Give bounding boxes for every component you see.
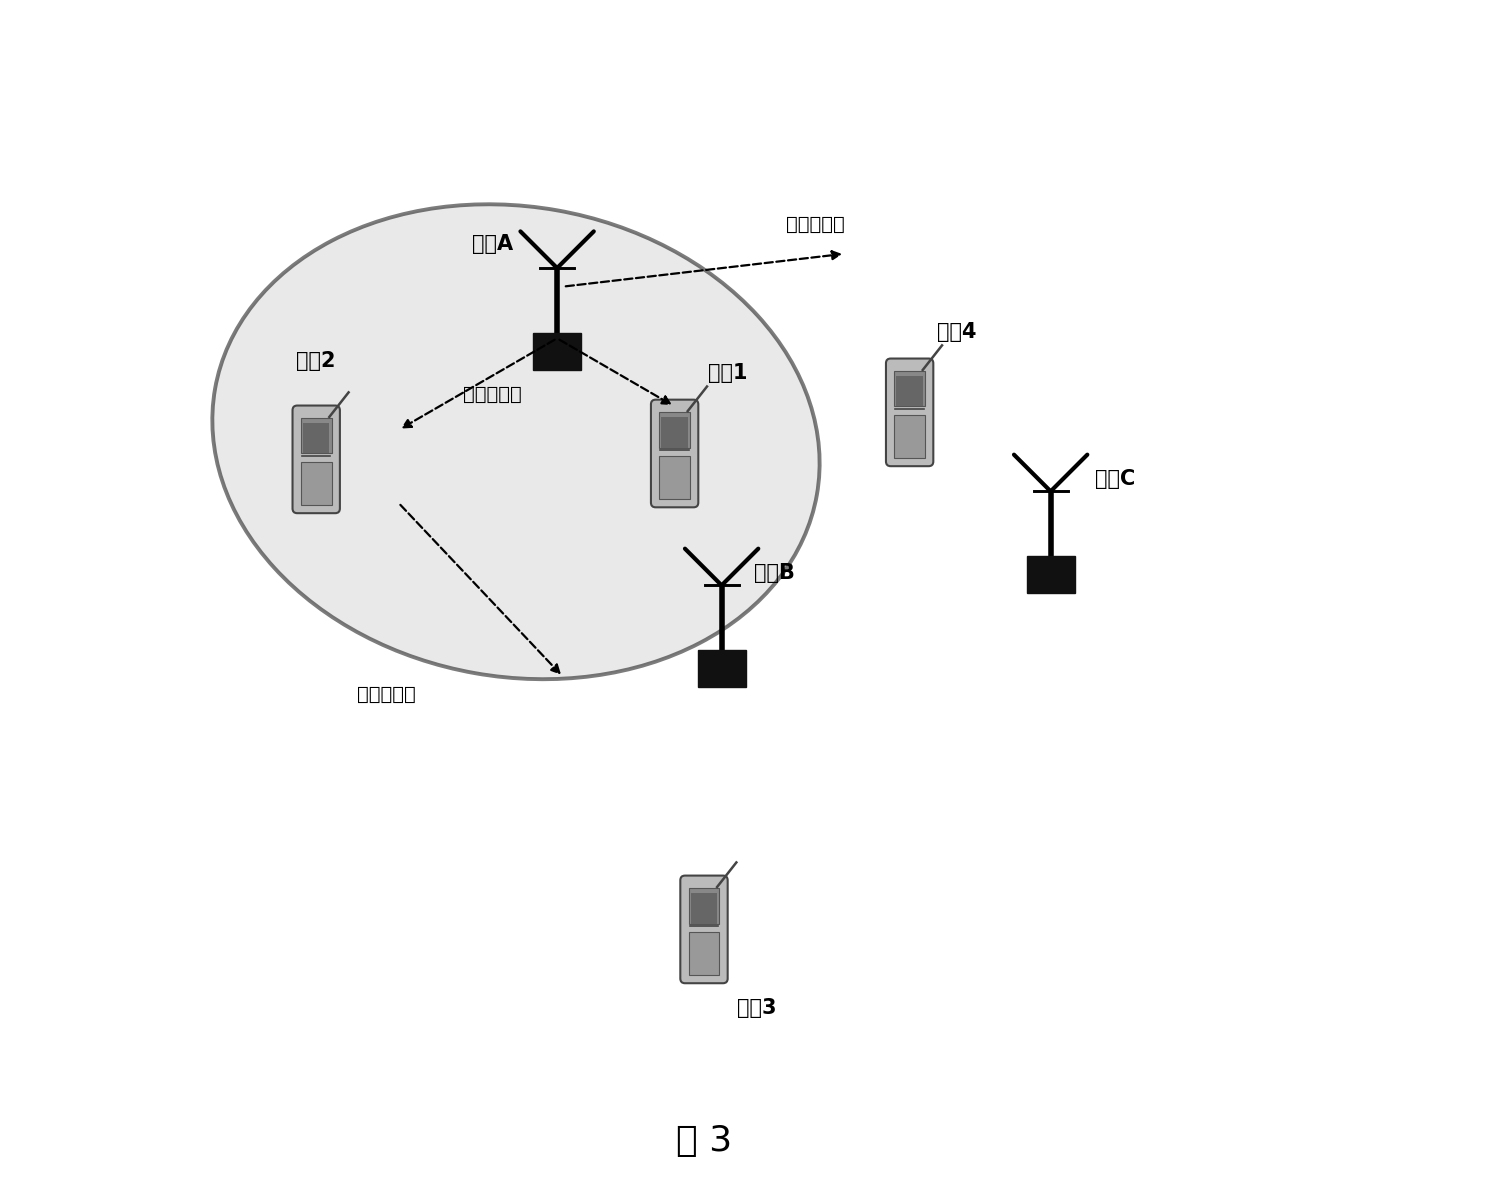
FancyBboxPatch shape bbox=[293, 405, 339, 514]
Bar bbox=[303, 423, 329, 453]
Text: 基站C: 基站C bbox=[1095, 468, 1136, 489]
Bar bbox=[1027, 556, 1074, 593]
Bar bbox=[300, 461, 332, 505]
FancyBboxPatch shape bbox=[680, 875, 727, 983]
Text: 基站A: 基站A bbox=[472, 234, 514, 253]
Bar bbox=[659, 455, 689, 499]
Text: 用户4: 用户4 bbox=[937, 322, 976, 342]
FancyBboxPatch shape bbox=[886, 359, 933, 466]
Bar bbox=[894, 371, 925, 407]
Text: 图 3: 图 3 bbox=[676, 1124, 731, 1158]
Bar bbox=[688, 888, 719, 924]
Text: 用户1: 用户1 bbox=[707, 363, 748, 383]
Bar bbox=[894, 415, 925, 458]
Text: 小区间干扰: 小区间干扰 bbox=[357, 685, 416, 704]
Text: 用户2: 用户2 bbox=[296, 351, 336, 371]
Bar bbox=[897, 376, 922, 407]
Bar bbox=[697, 650, 745, 687]
Text: 基站B: 基站B bbox=[754, 562, 795, 583]
Bar bbox=[659, 413, 689, 447]
Bar bbox=[688, 932, 719, 975]
Ellipse shape bbox=[212, 205, 820, 679]
Bar bbox=[533, 333, 581, 370]
Text: 小区间干扰: 小区间干扰 bbox=[786, 215, 846, 234]
Bar bbox=[661, 417, 688, 447]
Bar bbox=[691, 893, 718, 924]
Text: 用户3: 用户3 bbox=[737, 998, 777, 1018]
Bar bbox=[300, 419, 332, 453]
Text: 小区内干扰: 小区内干扰 bbox=[463, 385, 521, 404]
FancyBboxPatch shape bbox=[650, 400, 698, 508]
